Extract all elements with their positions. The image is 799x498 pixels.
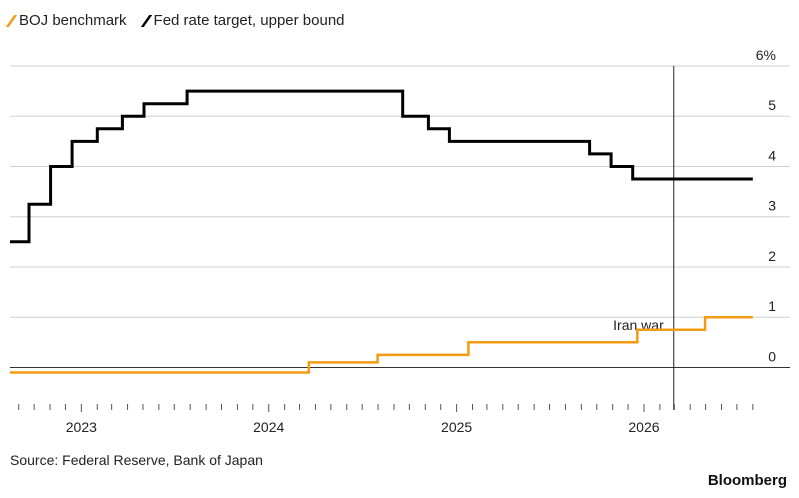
x-tick-label-2023: 2023 xyxy=(66,419,97,435)
y-tick-label-4: 4 xyxy=(768,147,776,163)
series-line-1 xyxy=(10,89,753,244)
y-tick-label-5: 5 xyxy=(768,97,776,113)
y-tick-label-1: 1 xyxy=(768,298,776,314)
y-tick-label-0: 0 xyxy=(768,348,776,364)
y-tick-label-6: 6% xyxy=(756,47,776,63)
legend-item-fed: Fed rate target, upper bound xyxy=(140,12,345,29)
legend: BOJ benchmark Fed rate target, upper bou… xyxy=(5,12,345,29)
y-tick-label-3: 3 xyxy=(768,198,776,214)
x-tick-label-2026: 2026 xyxy=(628,419,659,435)
x-tick-label-2024: 2024 xyxy=(253,419,284,435)
legend-label-boj: BOJ benchmark xyxy=(19,12,127,29)
source-note: Source: Federal Reserve, Bank of Japan xyxy=(10,452,263,468)
legend-item-boj: BOJ benchmark xyxy=(5,12,127,29)
x-tick-label-2025: 2025 xyxy=(441,419,472,435)
legend-label-fed: Fed rate target, upper bound xyxy=(153,12,345,29)
y-tick-label-2: 2 xyxy=(768,248,776,264)
brand-logo: Bloomberg xyxy=(707,472,787,489)
series-line-0 xyxy=(10,315,753,374)
